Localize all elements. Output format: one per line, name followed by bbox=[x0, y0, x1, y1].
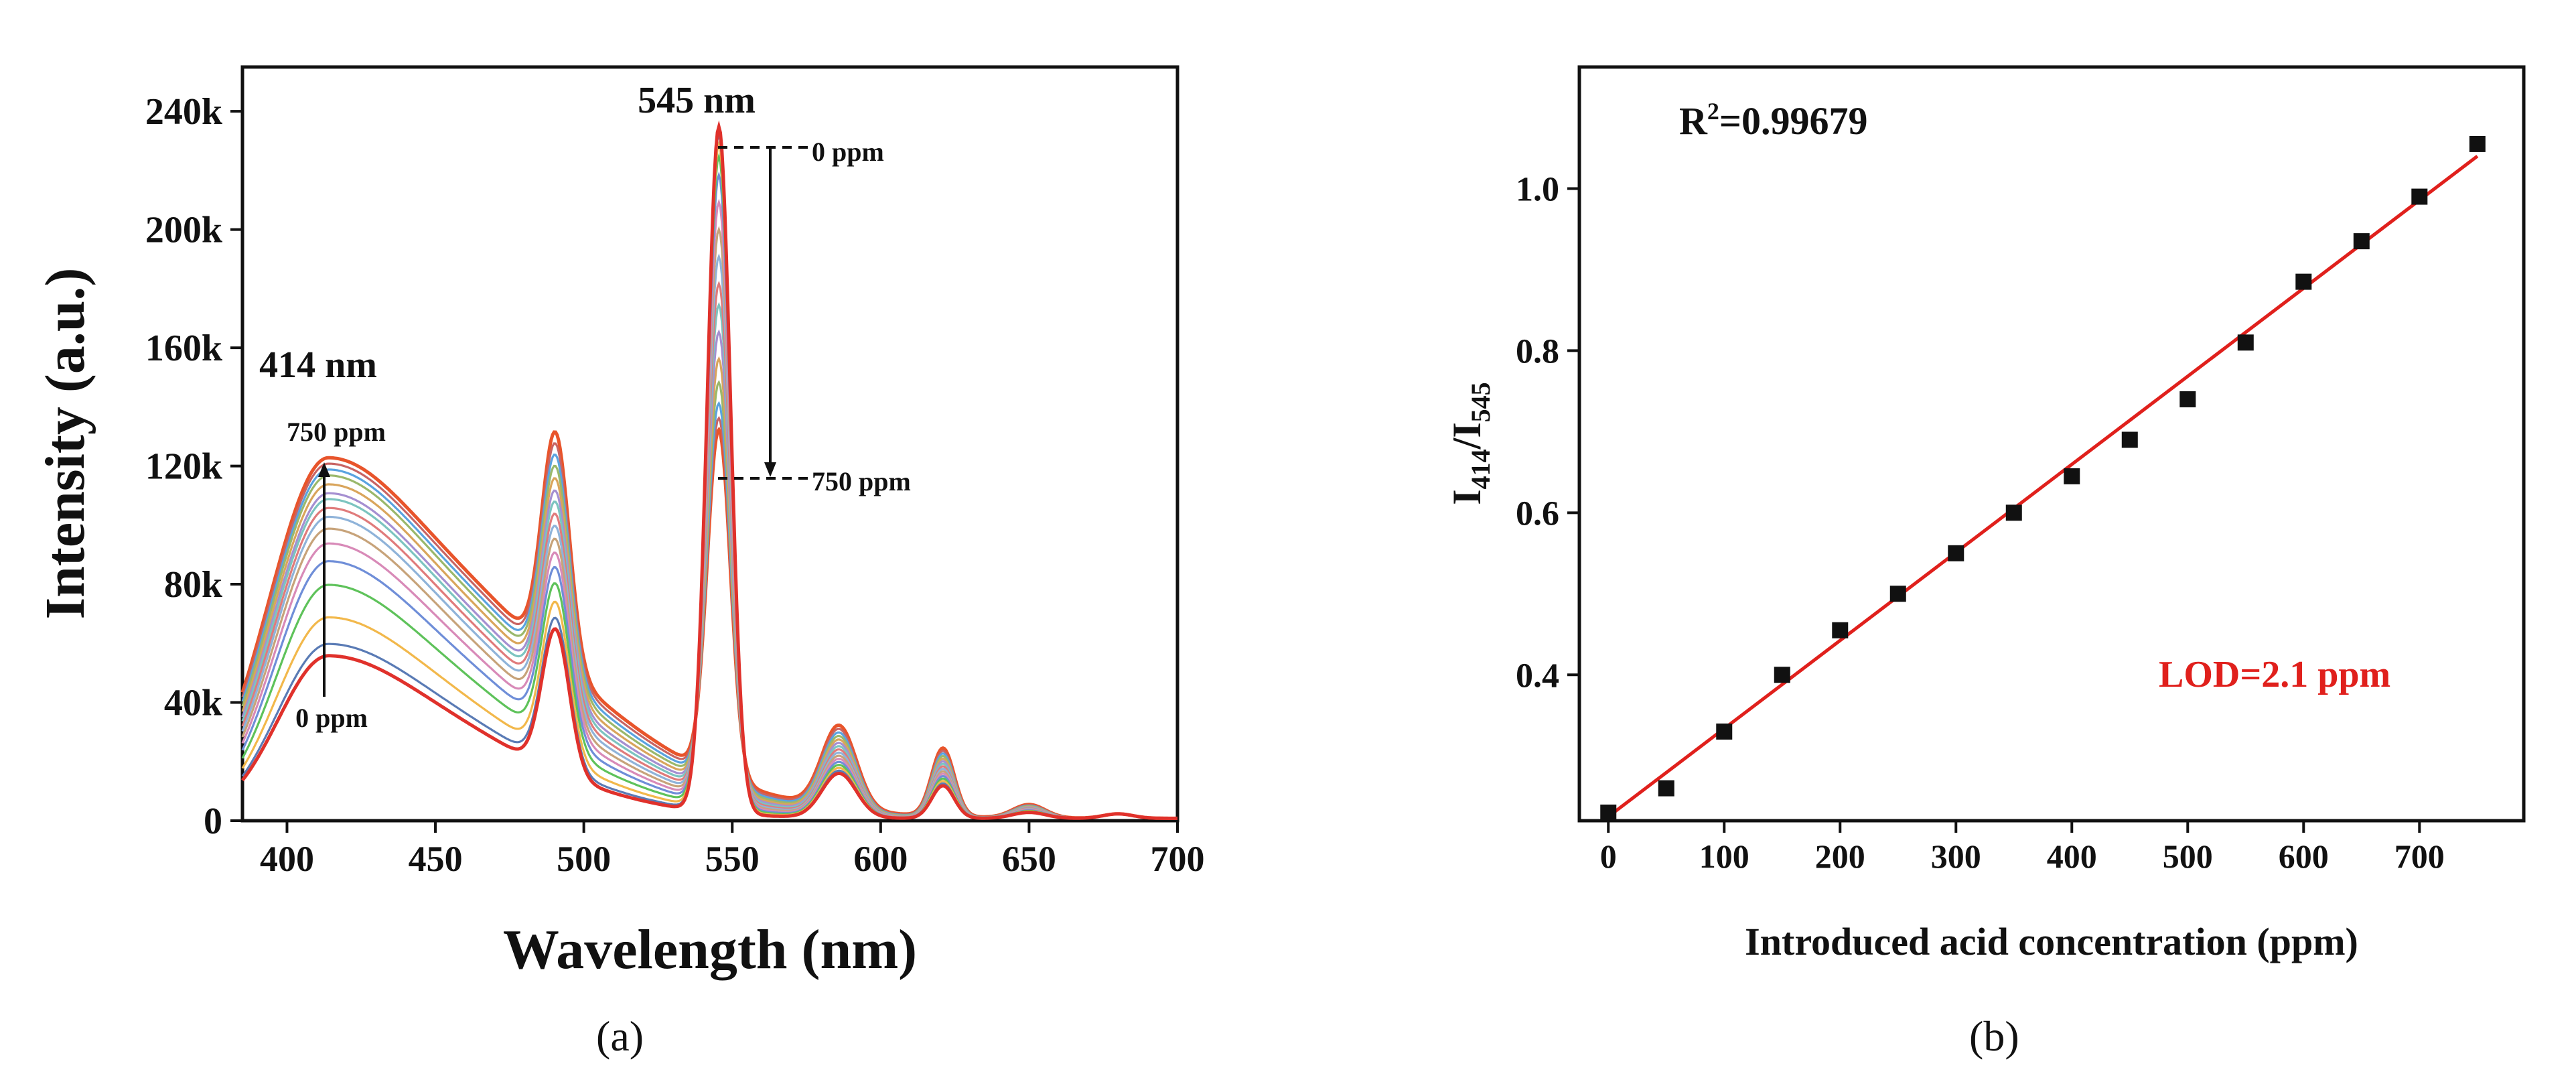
peak-545-low-label: 750 ppm bbox=[812, 466, 911, 496]
spectra-series-group bbox=[240, 120, 1177, 820]
data-point-700-ppm bbox=[2411, 188, 2428, 205]
x-tick-label: 700 bbox=[2394, 837, 2445, 875]
panel-a-frame bbox=[240, 65, 1179, 823]
panel-a-ylabel: Intensity (a.u.) bbox=[34, 267, 96, 619]
data-point-600-ppm bbox=[2295, 273, 2312, 290]
data-point-50-ppm bbox=[1658, 780, 1674, 797]
lod-annotation: LOD=2.1 ppm bbox=[2159, 654, 2390, 695]
panel-a-caption: (a) bbox=[596, 1012, 644, 1060]
peak-414-low-label: 0 ppm bbox=[295, 703, 368, 733]
data-point-350-ppm bbox=[2005, 504, 2022, 521]
x-tick-label: 300 bbox=[1931, 837, 1981, 875]
data-point-500-ppm bbox=[2179, 391, 2196, 407]
ylabel-sep: /I bbox=[1445, 422, 1489, 450]
x-tick-label: 450 bbox=[409, 839, 463, 879]
r2-superscript: 2 bbox=[1707, 98, 1719, 125]
data-point-650-ppm bbox=[2353, 233, 2370, 250]
x-tick-label: 550 bbox=[705, 839, 760, 879]
y-tick-label: 1.0 bbox=[1516, 170, 1559, 208]
panel-b-ylabel: I414/I545 bbox=[1445, 382, 1496, 504]
panel-b-axes: 0 100 200 300 400 500 600 700 0.4 0.6 0.8 1.0 bbox=[1516, 170, 2445, 875]
y-tick-label: 0.8 bbox=[1516, 332, 1559, 370]
data-point-750-ppm bbox=[2469, 135, 2486, 152]
linear-fit-line bbox=[1607, 155, 2479, 818]
data-point-400-ppm bbox=[2064, 468, 2080, 484]
r2-value: =0.99679 bbox=[1719, 99, 1868, 143]
peak-414-high-label: 750 ppm bbox=[287, 417, 386, 447]
x-tick-label: 400 bbox=[2047, 837, 2097, 875]
data-point-0-ppm bbox=[1600, 804, 1617, 821]
y-tick-label: 80k bbox=[164, 564, 223, 606]
data-point-300-ppm bbox=[1948, 545, 1964, 561]
r2-label: R bbox=[1679, 99, 1708, 143]
r2-annotation: R2=0.99679 bbox=[1679, 98, 1867, 143]
x-tick-label: 200 bbox=[1815, 837, 1865, 875]
peak-545-high-label: 0 ppm bbox=[812, 137, 884, 167]
data-point-200-ppm bbox=[1832, 622, 1849, 638]
panel-a-xlabel: Wavelength (nm) bbox=[503, 919, 917, 981]
spectrum-0-ppm bbox=[241, 120, 1177, 820]
y-tick-label: 240k bbox=[145, 91, 223, 133]
peak-545-label: 545 nm bbox=[638, 80, 756, 121]
arrow-414-head bbox=[318, 462, 330, 477]
data-point-150-ppm bbox=[1774, 667, 1790, 683]
y-tick-label: 0.6 bbox=[1516, 494, 1559, 533]
x-tick-label: 600 bbox=[853, 839, 908, 879]
x-tick-label: 650 bbox=[1002, 839, 1056, 879]
y-tick-label: 120k bbox=[145, 446, 223, 488]
y-tick-label: 0.4 bbox=[1516, 657, 1559, 695]
y-tick-label: 200k bbox=[145, 210, 223, 251]
data-point-100-ppm bbox=[1716, 723, 1733, 740]
ylabel-sub-414: 414 bbox=[1465, 449, 1496, 489]
panel-b-caption: (b) bbox=[1969, 1012, 2019, 1060]
y-tick-label: 40k bbox=[164, 683, 223, 724]
data-point-250-ppm bbox=[1889, 586, 1906, 602]
x-tick-label: 500 bbox=[2163, 837, 2213, 875]
x-tick-label: 0 bbox=[1600, 837, 1617, 875]
data-point-450-ppm bbox=[2121, 431, 2138, 448]
panel-a-annotations: 545 nm 414 nm 750 ppm 0 ppm 0 ppm 750 pp… bbox=[259, 80, 911, 733]
panel-b-chart: 0 100 200 300 400 500 600 700 0.4 0.6 0.8 1.0 R2=0.… bbox=[1445, 65, 2526, 963]
x-tick-label: 400 bbox=[260, 839, 314, 879]
x-tick-label: 600 bbox=[2279, 837, 2329, 875]
ylabel-main: I bbox=[1445, 489, 1489, 504]
y-tick-label: 160k bbox=[145, 328, 223, 369]
panel-a-axes: 400 450 500 550 600 650 700 0 40k 80k 120k 160k 200k… bbox=[145, 91, 1205, 879]
ylabel-sub-545: 545 bbox=[1465, 382, 1496, 422]
x-tick-label: 500 bbox=[557, 839, 611, 879]
scatter-points-group bbox=[1600, 135, 2486, 821]
panel-a-chart: 545 nm 414 nm 750 ppm 0 ppm 0 ppm 750 pp… bbox=[34, 65, 1205, 981]
arrow-545-head bbox=[764, 462, 776, 477]
x-tick-label: 700 bbox=[1151, 839, 1205, 879]
y-tick-label: 0 bbox=[204, 801, 222, 842]
panel-b-xlabel: Introduced acid concentration (ppm) bbox=[1745, 920, 2358, 963]
x-tick-label: 100 bbox=[1699, 837, 1749, 875]
peak-414-label: 414 nm bbox=[259, 344, 377, 386]
data-point-550-ppm bbox=[2237, 334, 2254, 351]
panel-b-frame bbox=[1577, 65, 2526, 823]
